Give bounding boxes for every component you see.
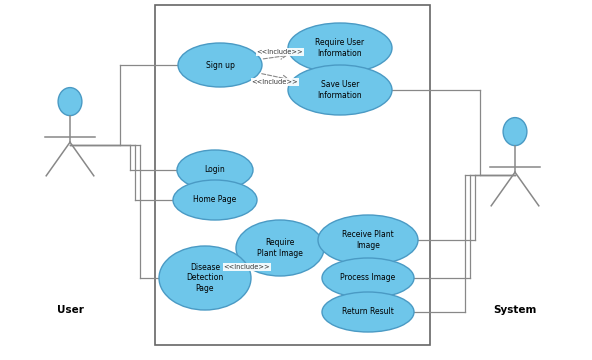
Text: System: System bbox=[493, 305, 537, 315]
Ellipse shape bbox=[173, 180, 257, 220]
Bar bbox=[155, 5, 430, 345]
Ellipse shape bbox=[58, 87, 82, 116]
Text: <<Include>>: <<Include>> bbox=[252, 79, 298, 85]
Ellipse shape bbox=[318, 215, 418, 265]
Text: Disease
Detection
Page: Disease Detection Page bbox=[186, 263, 224, 293]
Text: <<Include>>: <<Include>> bbox=[257, 49, 303, 55]
Text: User: User bbox=[57, 305, 83, 315]
Ellipse shape bbox=[178, 43, 262, 87]
Text: Sign up: Sign up bbox=[205, 60, 234, 69]
Ellipse shape bbox=[288, 23, 392, 73]
Text: Require
Plant Image: Require Plant Image bbox=[257, 238, 303, 258]
Text: Receive Plant
Image: Receive Plant Image bbox=[342, 230, 394, 250]
Ellipse shape bbox=[288, 65, 392, 115]
Ellipse shape bbox=[159, 246, 251, 310]
Ellipse shape bbox=[322, 292, 414, 332]
Ellipse shape bbox=[322, 258, 414, 298]
Text: Return Result: Return Result bbox=[342, 307, 394, 316]
Text: Save User
Information: Save User Information bbox=[318, 80, 362, 100]
Text: Home Page: Home Page bbox=[194, 195, 237, 204]
Text: <<Include>>: <<Include>> bbox=[224, 264, 271, 270]
Ellipse shape bbox=[503, 118, 527, 145]
Text: Process Image: Process Image bbox=[340, 274, 395, 283]
Ellipse shape bbox=[177, 150, 253, 190]
Text: Login: Login bbox=[205, 166, 226, 175]
Ellipse shape bbox=[236, 220, 324, 276]
Text: Require User
Information: Require User Information bbox=[316, 38, 365, 58]
